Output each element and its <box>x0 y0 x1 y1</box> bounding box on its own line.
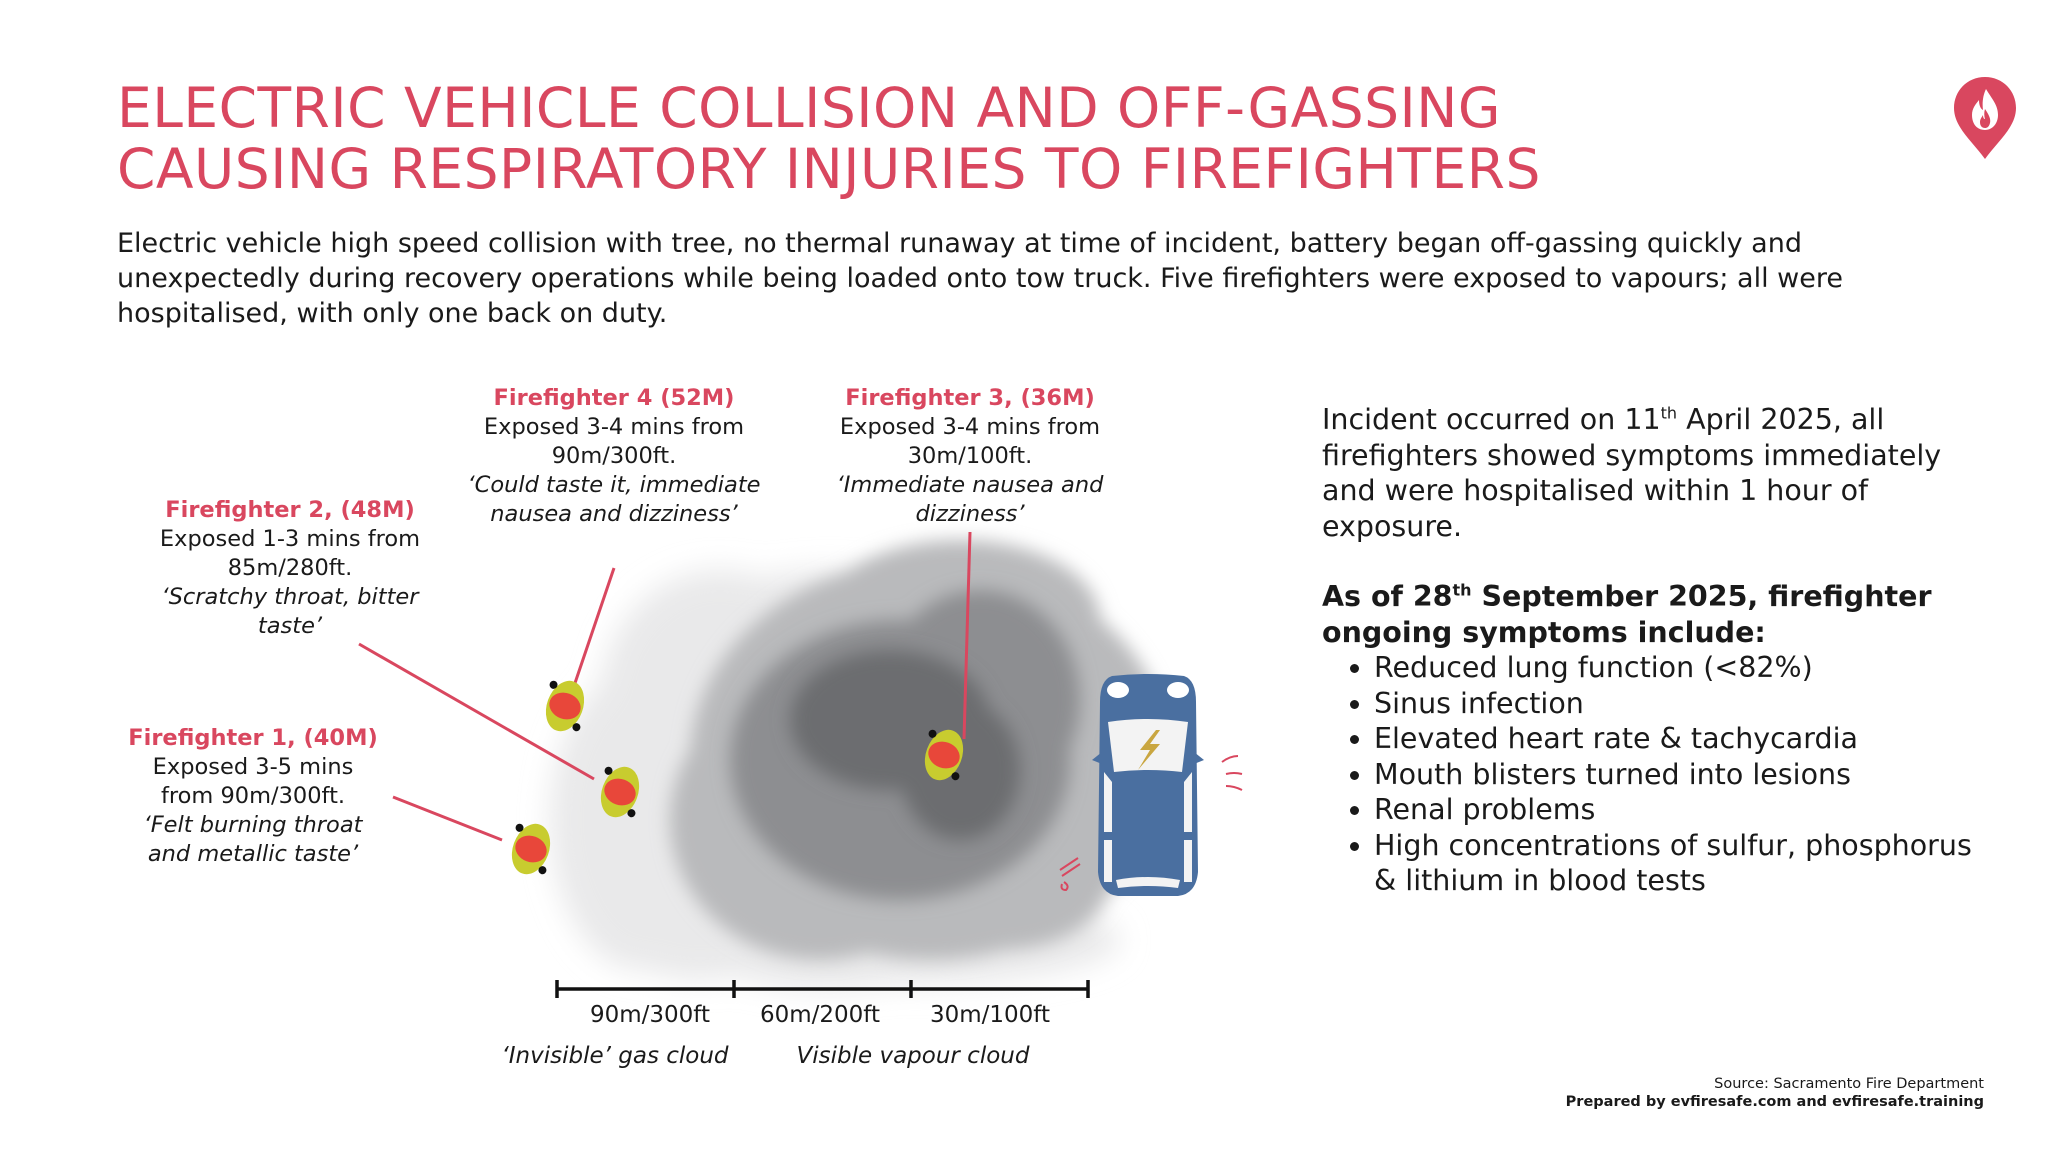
leader-line-ff3 <box>962 531 972 740</box>
symptoms-list: Reduced lung function (<82%) Sinus infec… <box>1322 650 1982 899</box>
flame-location-pin-icon <box>1954 77 2016 159</box>
page-title: ELECTRIC VEHICLE COLLISION AND OFF-GASSI… <box>117 78 1541 200</box>
firefighter-2-callout: Firefighter 2, (48M) Exposed 1-3 mins fr… <box>130 496 450 641</box>
incident-summary: Incident occurred on 11th April 2025, al… <box>1322 402 1982 544</box>
electric-car-top-view <box>1092 674 1204 896</box>
firefighter-4-quote-2: nausea and dizziness’ <box>490 501 738 527</box>
symptom-item: High concentrations of sulfur, phosphoru… <box>1374 828 1982 899</box>
incident-text-start: Incident occurred on 11 <box>1322 403 1661 436</box>
visible-vapour-cloud-label: Visible vapour cloud <box>796 1043 1030 1069</box>
firefighter-3-callout: Firefighter 3, (36M) Exposed 3-4 mins fr… <box>800 384 1140 529</box>
ongoing-text-start: As of 28 <box>1322 580 1453 613</box>
source-line: Source: Sacramento Fire Department <box>1714 1076 1984 1092</box>
firefighter-4-figure <box>545 680 585 732</box>
firefighter-1-quote-1: ‘Felt burning throat <box>143 812 363 838</box>
firefighter-4-heading: Firefighter 4 (52M) <box>493 385 735 411</box>
firefighter-4-quote-1: ‘Could taste it, immediate <box>467 472 761 498</box>
scale-label-60m: 60m/200ft <box>759 1002 881 1028</box>
incident-date-suffix: th <box>1660 403 1678 423</box>
source-credit: Source: Sacramento Fire Department Prepa… <box>1566 1075 1984 1111</box>
symptom-item: Mouth blisters turned into lesions <box>1374 757 1982 793</box>
firefighter-4-distance: 90m/300ft. <box>551 443 677 469</box>
firefighter-1-quote-2: and metallic taste’ <box>147 841 359 867</box>
firefighter-4-exposure: Exposed 3-4 mins from <box>483 414 745 440</box>
scale-label-90m: 90m/300ft <box>589 1002 711 1028</box>
firefighter-1-distance: from 90m/300ft. <box>160 783 346 809</box>
firefighter-2-quote-2: taste’ <box>257 613 323 639</box>
firefighter-4-callout: Firefighter 4 (52M) Exposed 3-4 mins fro… <box>434 384 794 529</box>
firefighter-3-distance: 30m/100ft. <box>907 443 1033 469</box>
incident-summary-panel: Incident occurred on 11th April 2025, al… <box>1322 402 1982 899</box>
symptom-item: Reduced lung function (<82%) <box>1374 650 1982 686</box>
hazard-sound-icon <box>1221 755 1243 791</box>
incident-text-end: April 2025, all firefighters showed symp… <box>1322 403 1942 543</box>
firefighter-2-heading: Firefighter 2, (48M) <box>165 497 415 523</box>
intro-paragraph: Electric vehicle high speed collision wi… <box>117 228 1843 329</box>
symptom-item: Renal problems <box>1374 792 1982 828</box>
firefighter-3-figure <box>924 729 964 781</box>
scale-label-30m: 30m/100ft <box>929 1002 1051 1028</box>
firefighter-2-distance: 85m/280ft. <box>227 555 353 581</box>
title-line-2: CAUSING RESPIRATORY INJURIES TO FIREFIGH… <box>117 137 1541 201</box>
firefighter-3-exposure: Exposed 3-4 mins from <box>839 414 1101 440</box>
firefighter-2-exposure: Exposed 1-3 mins from <box>159 526 421 552</box>
ongoing-text-end: September 2025, firefighter ongoing symp… <box>1322 580 1932 649</box>
wind-gust-icon <box>1059 857 1081 892</box>
leader-line-ff1 <box>392 795 503 842</box>
firefighter-3-heading: Firefighter 3, (36M) <box>845 385 1095 411</box>
firefighter-1-figure <box>511 823 551 875</box>
firefighter-3-quote-1: ‘Immediate nausea and <box>836 472 1104 498</box>
ongoing-symptoms-heading: As of 28th September 2025, firefighter o… <box>1322 579 1982 650</box>
symptom-item: Elevated heart rate & tachycardia <box>1374 721 1982 757</box>
distance-scale-bar <box>555 980 1090 998</box>
firefighter-2-figure <box>600 766 640 818</box>
ongoing-date-suffix: th <box>1452 580 1472 600</box>
firefighter-1-heading: Firefighter 1, (40M) <box>128 725 378 751</box>
firefighter-3-quote-2: dizziness’ <box>915 501 1025 527</box>
prepared-by-line: Prepared by evfiresafe.com and evfiresaf… <box>1565 1094 1984 1110</box>
leader-line-ff4 <box>572 567 616 687</box>
symptom-item: Sinus infection <box>1374 686 1982 722</box>
title-line-1: ELECTRIC VEHICLE COLLISION AND OFF-GASSI… <box>117 76 1502 140</box>
firefighter-1-callout: Firefighter 1, (40M) Exposed 3-5 mins fr… <box>103 724 403 869</box>
firefighter-1-exposure: Exposed 3-5 mins <box>152 754 354 780</box>
leader-line-ff2 <box>358 642 595 781</box>
invisible-gas-cloud-label: ‘Invisible’ gas cloud <box>501 1043 729 1069</box>
firefighter-2-quote-1: ‘Scratchy throat, bitter <box>161 584 419 610</box>
